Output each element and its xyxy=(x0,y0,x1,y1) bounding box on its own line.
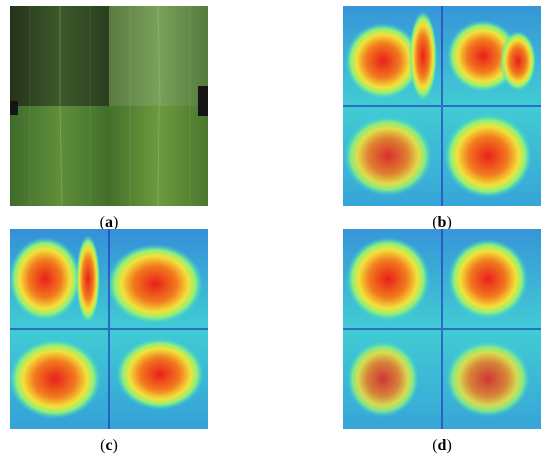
caption-a: (a) xyxy=(99,214,119,231)
heatmap-c xyxy=(10,229,208,429)
leaf-photo-svg xyxy=(10,6,208,206)
heatmap-c-svg xyxy=(10,229,208,429)
heatmap-b-svg xyxy=(343,6,541,206)
caption-c: (c) xyxy=(100,437,118,454)
heatmap-d-svg xyxy=(343,229,541,429)
heatmap-b xyxy=(343,6,541,206)
leaf-image-grid xyxy=(10,6,208,206)
caption-b: (b) xyxy=(432,214,452,231)
heatmap-d xyxy=(343,229,541,429)
caption-d: (d) xyxy=(432,437,452,454)
